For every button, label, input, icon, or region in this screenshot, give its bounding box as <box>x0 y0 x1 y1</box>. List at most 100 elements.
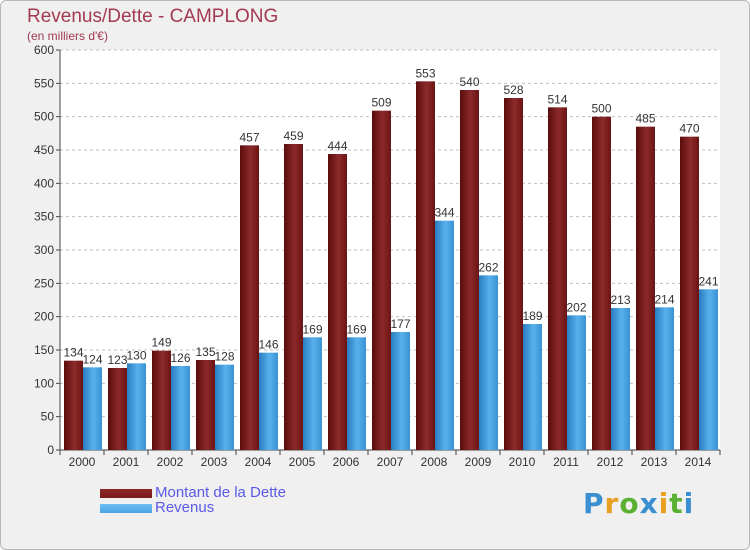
y-tick-label: 350 <box>34 210 54 224</box>
bar-revenue <box>479 275 498 450</box>
x-tick-label: 2009 <box>465 455 492 469</box>
bar-revenue <box>391 332 410 450</box>
bar-debt <box>460 90 479 450</box>
x-tick-label: 2008 <box>421 455 448 469</box>
y-tick-label: 50 <box>41 410 55 424</box>
bar-debt <box>328 154 347 450</box>
data-label-debt: 485 <box>635 112 655 126</box>
data-label-debt: 528 <box>503 83 523 97</box>
data-label-revenue: 126 <box>170 351 190 365</box>
chart-title: Revenus/Dette - CAMPLONG <box>27 6 279 27</box>
bar-revenue <box>303 337 322 450</box>
data-label-debt: 134 <box>63 346 83 360</box>
data-label-debt: 457 <box>239 130 259 144</box>
data-label-debt: 444 <box>327 139 347 153</box>
x-tick-label: 2000 <box>69 455 96 469</box>
data-label-revenue: 128 <box>214 350 234 364</box>
bar-revenue <box>347 337 366 450</box>
data-label-revenue: 130 <box>126 348 146 362</box>
y-tick-label: 0 <box>47 443 54 457</box>
data-label-revenue: 146 <box>258 338 278 352</box>
data-label-debt: 553 <box>415 66 435 80</box>
y-tick-label: 300 <box>34 243 54 257</box>
x-tick-label: 2013 <box>641 455 668 469</box>
x-tick-label: 2011 <box>553 455 579 469</box>
x-tick-label: 2002 <box>157 455 184 469</box>
bar-revenue <box>699 289 718 450</box>
bar-debt <box>284 144 303 450</box>
y-tick-label: 150 <box>34 343 54 357</box>
data-label-debt: 459 <box>283 129 303 143</box>
x-tick-label: 2005 <box>289 455 316 469</box>
proxiti-logo: Proxiti <box>583 487 694 520</box>
data-label-revenue: 262 <box>478 260 498 274</box>
data-label-debt: 123 <box>107 353 127 367</box>
data-label-debt: 509 <box>371 96 391 110</box>
y-tick-label: 500 <box>34 110 54 124</box>
chart-subtitle: (en milliers d'€) <box>27 29 108 43</box>
bar-debt <box>372 110 391 451</box>
data-label-revenue: 344 <box>434 206 454 220</box>
y-tick-label: 600 <box>34 43 54 57</box>
bar-revenue <box>523 324 542 450</box>
legend-swatch-revenue <box>100 504 152 513</box>
bar-revenue <box>171 366 190 450</box>
bar-revenue <box>655 307 674 450</box>
data-label-debt: 135 <box>195 345 215 359</box>
x-tick-label: 2003 <box>201 455 228 469</box>
logo-letter: o <box>619 487 640 520</box>
bar-debt <box>680 136 699 450</box>
logo-letter: x <box>639 487 659 520</box>
y-tick-label: 450 <box>34 143 54 157</box>
legend-label-debt: Montant de la Dette <box>155 484 286 501</box>
bar-debt <box>416 81 435 450</box>
logo-letter: i <box>683 487 695 520</box>
y-tick-label: 100 <box>34 376 54 390</box>
data-label-debt: 500 <box>591 102 611 116</box>
bar-debt <box>240 145 259 451</box>
data-label-revenue: 169 <box>346 322 366 336</box>
x-tick-label: 2001 <box>113 455 140 469</box>
data-label-revenue: 202 <box>566 300 586 314</box>
data-label-revenue: 213 <box>610 293 630 307</box>
bar-revenue <box>259 352 278 450</box>
legend-label-revenue: Revenus <box>155 499 215 516</box>
bar-debt <box>592 116 611 451</box>
data-label-revenue: 214 <box>654 292 674 306</box>
x-tick-label: 2007 <box>377 455 404 469</box>
x-tick-label: 2006 <box>333 455 360 469</box>
bar-debt <box>196 360 215 450</box>
bar-debt <box>108 368 127 450</box>
data-label-revenue: 241 <box>698 274 718 288</box>
data-label-debt: 470 <box>679 122 699 136</box>
x-tick-label: 2012 <box>597 455 624 469</box>
data-label-revenue: 169 <box>302 322 322 336</box>
bar-revenue <box>127 363 146 450</box>
bar-debt <box>636 126 655 451</box>
y-tick-label: 200 <box>34 310 54 324</box>
data-label-revenue: 189 <box>522 309 542 323</box>
logo-letter: i <box>658 487 670 520</box>
bar-revenue <box>435 220 454 450</box>
data-label-debt: 149 <box>151 336 171 350</box>
y-tick-label: 550 <box>34 76 54 90</box>
legend-swatch-debt <box>100 489 152 498</box>
bar-debt <box>152 350 171 450</box>
data-label-debt: 514 <box>547 92 567 106</box>
data-label-debt: 540 <box>459 75 479 89</box>
bar-debt <box>548 107 567 450</box>
bar-debt <box>504 98 523 450</box>
bar-revenue <box>567 315 586 450</box>
logo-letter: r <box>604 487 620 520</box>
logo-letter: t <box>669 487 684 520</box>
x-tick-label: 2014 <box>685 455 712 469</box>
bar-debt <box>64 360 83 450</box>
bar-revenue <box>83 367 102 450</box>
logo-letter: P <box>583 487 605 520</box>
data-label-revenue: 124 <box>82 352 102 366</box>
bar-revenue <box>611 308 630 450</box>
x-tick-label: 2010 <box>509 455 536 469</box>
data-label-revenue: 177 <box>390 317 410 331</box>
y-tick-label: 250 <box>34 276 54 290</box>
